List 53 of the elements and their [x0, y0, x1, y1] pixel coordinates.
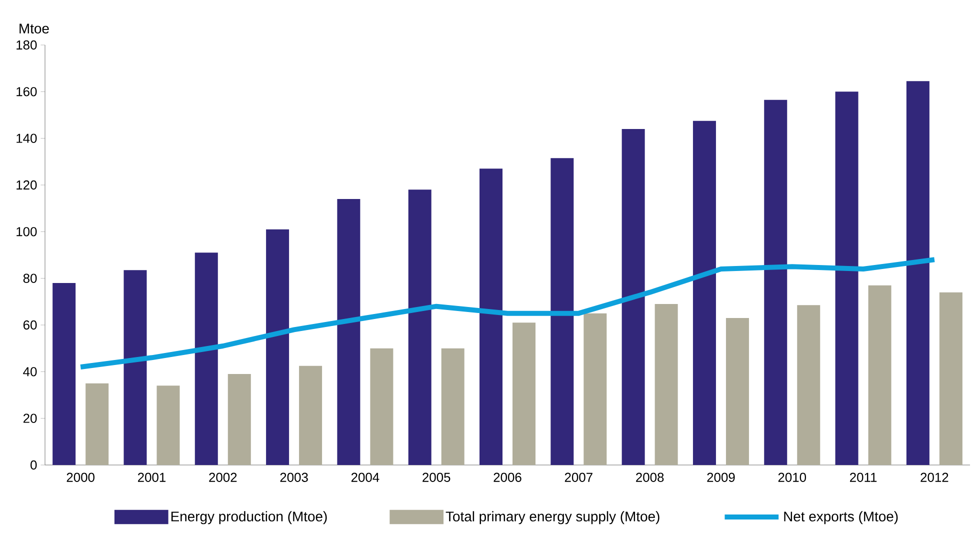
x-tick-label: 2006 — [494, 472, 522, 482]
bar — [86, 383, 109, 465]
bar — [726, 318, 749, 465]
bar — [408, 190, 432, 465]
bar — [52, 282, 76, 465]
x-tick-label: 2004 — [351, 472, 380, 482]
y-tick-label: 100 — [16, 227, 37, 236]
y-tick-label: 80 — [23, 274, 37, 283]
y-tick-label: 0 — [30, 460, 37, 470]
bar — [764, 100, 788, 465]
bar — [939, 292, 962, 465]
x-tick-label: 2008 — [636, 472, 664, 482]
y-tick-label: 120 — [16, 180, 37, 190]
bar — [835, 92, 858, 465]
x-tick-label: 2005 — [422, 472, 450, 482]
x-tick-label: 2007 — [564, 472, 592, 482]
bar — [337, 198, 360, 465]
bar — [622, 128, 645, 465]
legend-label: Energy production (Mtoe) — [171, 511, 327, 524]
bar — [797, 305, 820, 465]
bar — [584, 313, 607, 465]
y-axis-title: Mtoe — [20, 24, 49, 34]
bar — [868, 285, 892, 465]
y-tick-label: 40 — [23, 367, 37, 376]
bar — [512, 322, 536, 465]
bar — [124, 270, 147, 465]
bar — [906, 81, 930, 465]
x-tick-label: 2001 — [138, 472, 166, 482]
bar — [480, 168, 503, 465]
bar — [692, 120, 716, 465]
legend-label: Total primary energy supply (Mtoe) — [446, 511, 660, 524]
bar — [156, 386, 180, 465]
x-tick-label: 2011 — [850, 472, 877, 482]
y-tick-label: 160 — [16, 87, 37, 96]
x-tick-label: 2002 — [209, 472, 237, 482]
bar — [550, 158, 574, 465]
x-tick-label: 2009 — [707, 472, 735, 482]
bar — [370, 348, 394, 465]
y-tick-label: 180 — [16, 40, 37, 50]
legend-label: Net exports (Mtoe) — [784, 511, 898, 524]
y-tick-label: 20 — [23, 414, 37, 423]
bar — [441, 348, 464, 465]
y-tick-label: 140 — [16, 134, 37, 143]
y-tick-label: 60 — [23, 320, 37, 330]
bar — [299, 366, 322, 465]
x-tick-label: 2010 — [778, 472, 806, 482]
bar — [194, 252, 218, 465]
x-tick-label: 2012 — [920, 472, 948, 482]
x-tick-label: 2003 — [280, 472, 308, 482]
x-tick-label: 2000 — [66, 472, 94, 482]
bar — [228, 374, 251, 465]
bar — [266, 229, 290, 465]
bar — [654, 304, 678, 465]
